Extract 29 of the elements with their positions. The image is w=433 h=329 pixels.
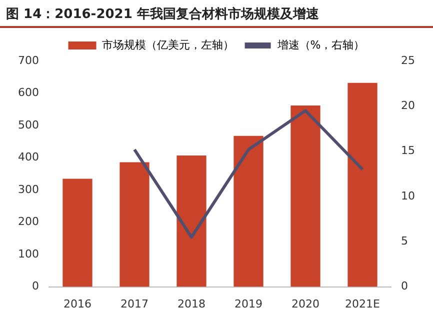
x-tick-label: 2018 (178, 297, 206, 310)
y-tick-label: 0 (32, 280, 39, 293)
y-tick-label: 500 (18, 118, 39, 132)
y-tick-label: 700 (18, 54, 39, 67)
bar (234, 136, 264, 287)
y2-tick-label: 25 (401, 54, 416, 67)
y-tick-label: 100 (18, 247, 39, 260)
y-tick-label: 200 (18, 215, 39, 228)
bar (62, 178, 92, 287)
y2-tick-label: 10 (401, 189, 416, 202)
chart-title: 图 14：2016-2021 年我国复合材料市场规模及增速 (0, 0, 433, 28)
x-tick-label: 2021E (345, 297, 380, 310)
y2-tick-label: 15 (401, 144, 416, 158)
y-tick-label: 400 (18, 150, 39, 164)
y-tick-label: 300 (18, 182, 39, 196)
x-tick-label: 2020 (292, 297, 320, 310)
y2-tick-label: 5 (401, 234, 408, 248)
bar (348, 82, 378, 287)
x-tick-label: 2019 (234, 297, 262, 310)
x-tick-label: 2017 (120, 297, 148, 310)
x-tick-label: 2016 (63, 297, 92, 310)
bar (176, 156, 206, 287)
y2-tick-label: 0 (401, 280, 408, 293)
legend-label: 增速（%，右轴） (276, 38, 365, 52)
y-tick-label: 600 (18, 86, 39, 100)
legend-label: 市场规模（亿美元，左轴） (102, 38, 234, 52)
y2-tick-label: 20 (401, 99, 416, 112)
bar (290, 106, 320, 287)
bar (120, 162, 150, 287)
